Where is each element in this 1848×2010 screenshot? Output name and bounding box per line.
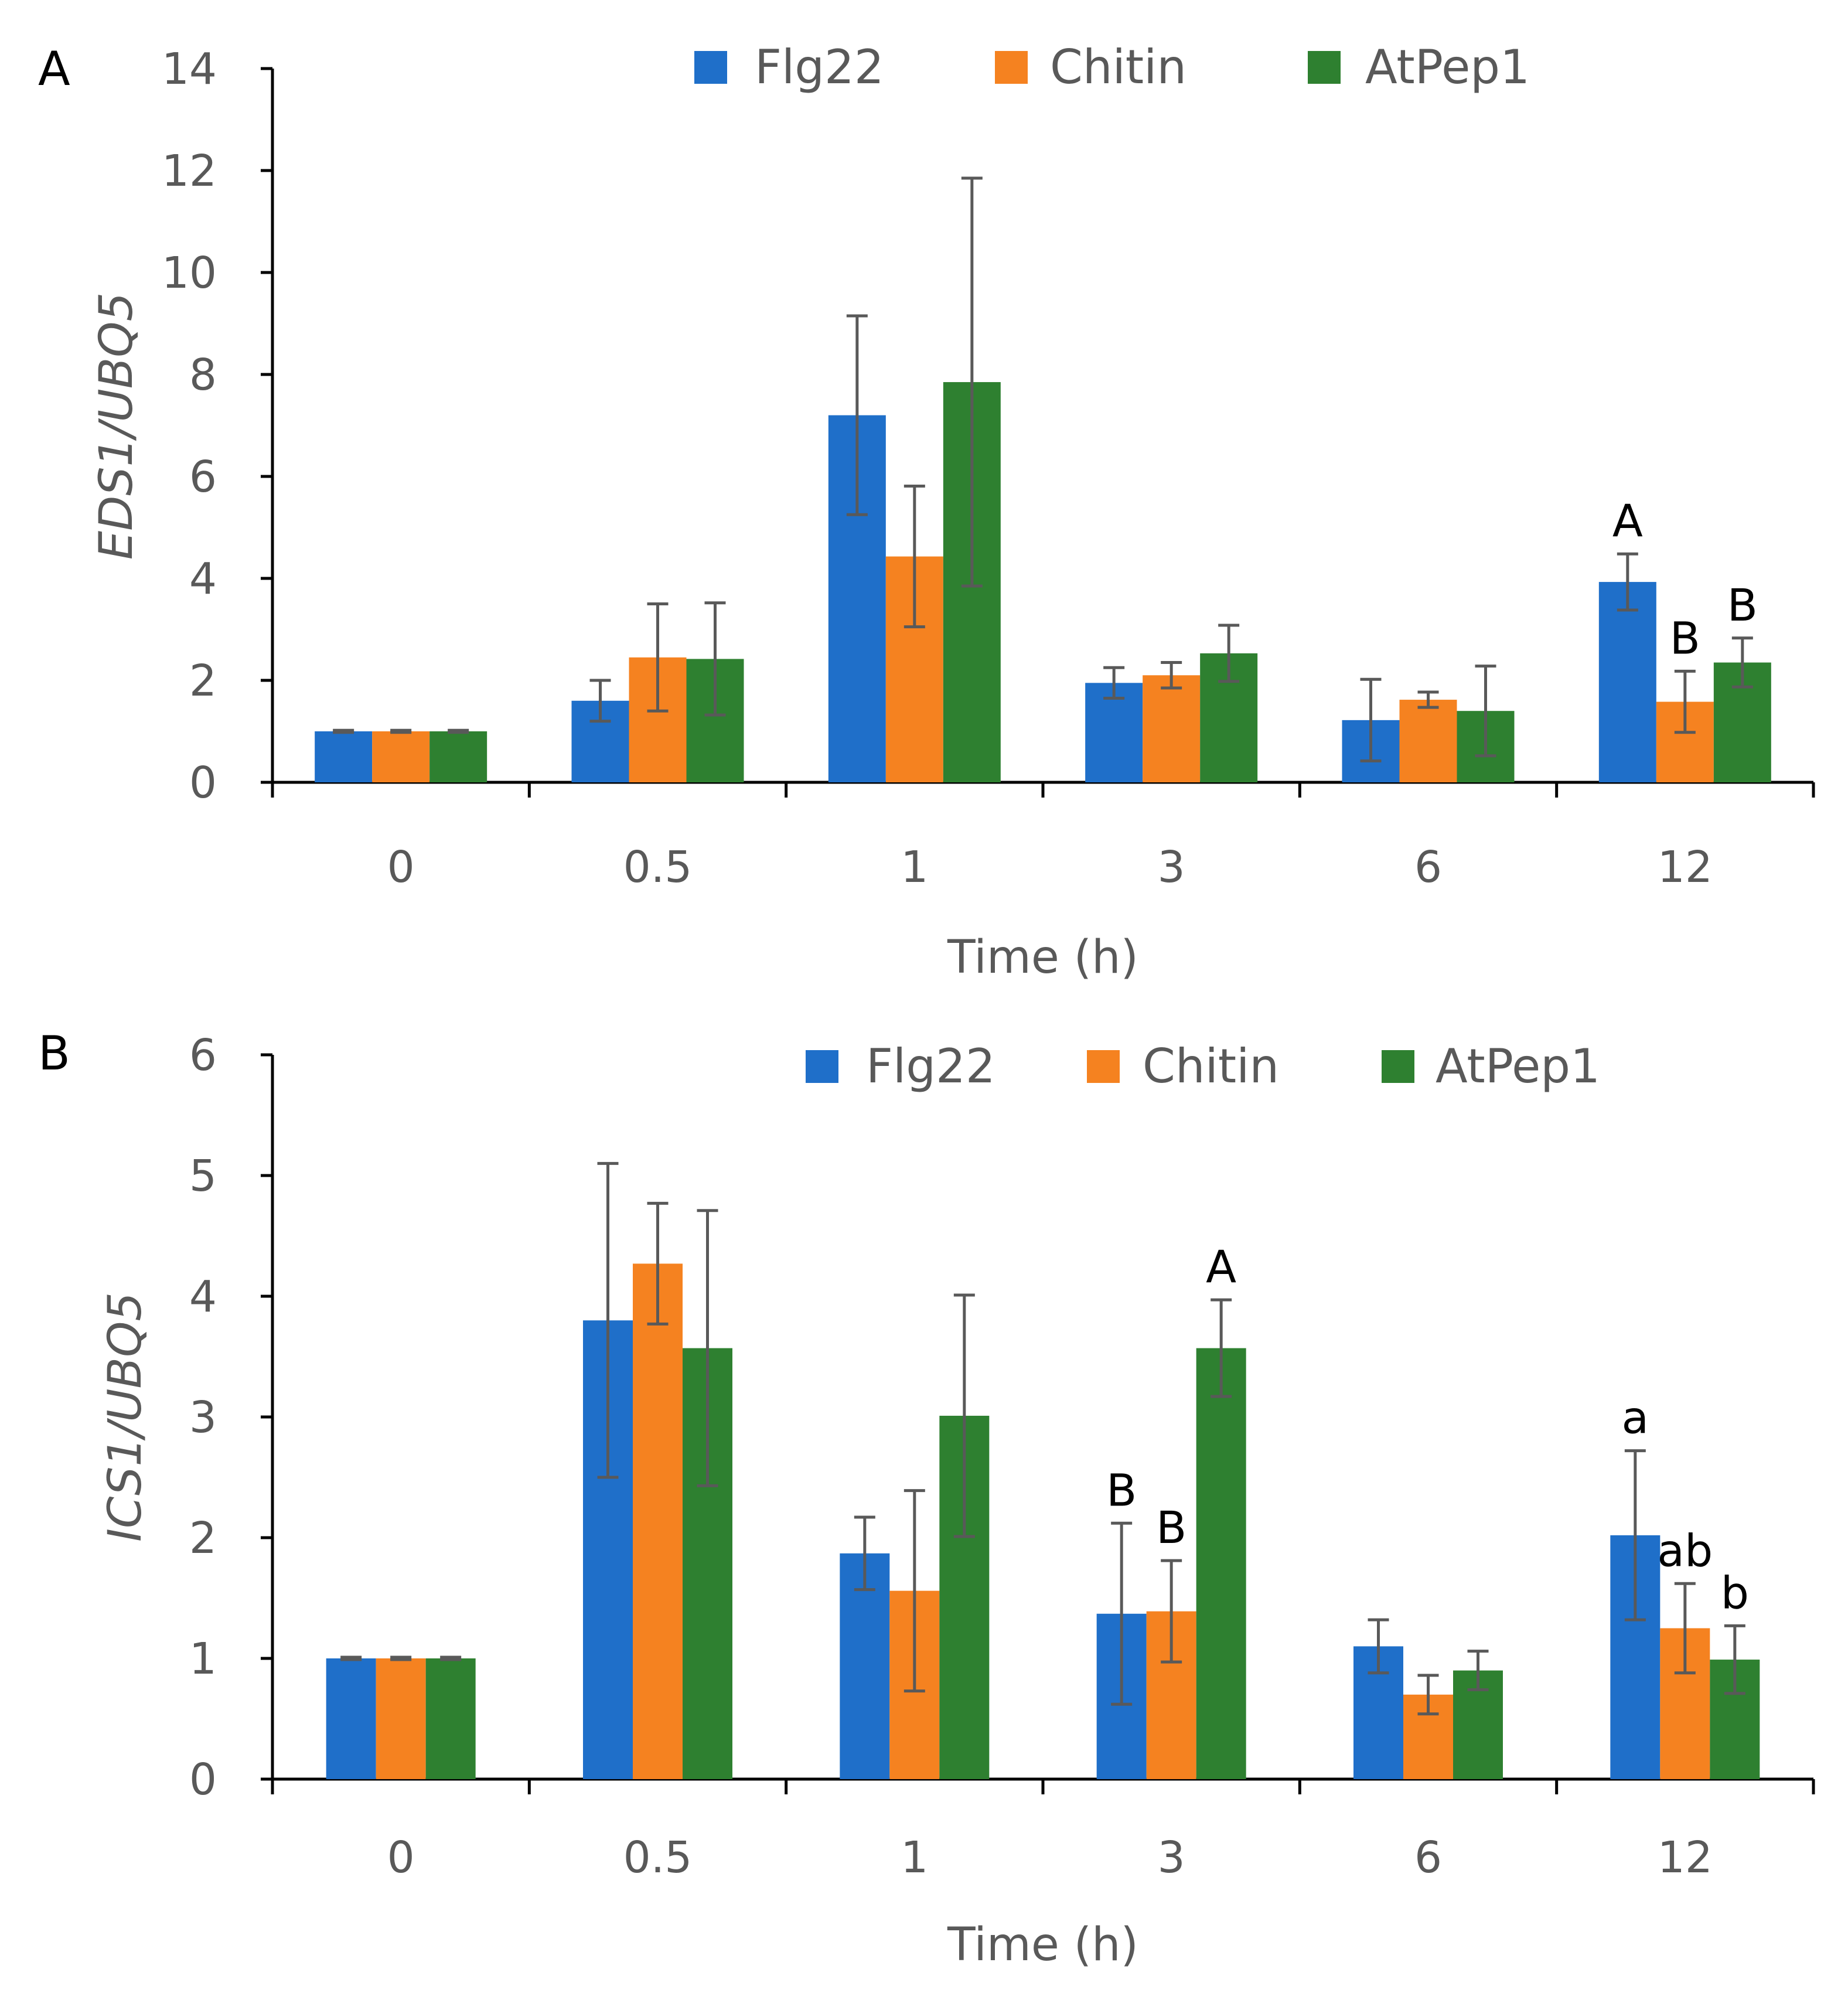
x-tick-label: 0 <box>387 1832 415 1883</box>
legend-swatch-atpep1 <box>1308 51 1341 84</box>
legend-label: Chitin <box>1050 40 1186 94</box>
significance-label: ab <box>1657 1524 1713 1576</box>
y-axis-title: ICS1/UBQ5 <box>99 1292 152 1542</box>
legend-label: Flg22 <box>755 40 884 94</box>
significance-label: B <box>1156 1501 1186 1554</box>
bar-atpep1 <box>425 1658 476 1779</box>
x-tick-label: 1 <box>901 1832 928 1883</box>
x-tick-label: 0.5 <box>623 1832 693 1883</box>
y-tick-label: 0 <box>189 1755 217 1805</box>
y-tick-label: 6 <box>189 1030 217 1081</box>
significance-label: A <box>1206 1241 1236 1293</box>
significance-label: B <box>1727 579 1758 631</box>
legend-swatch-chitin <box>1087 1050 1120 1083</box>
bar-chitin <box>1143 675 1201 782</box>
y-tick-label: 12 <box>162 146 217 196</box>
bar-chitin <box>372 731 430 782</box>
significance-label: b <box>1721 1566 1749 1619</box>
x-axis-title: Time (h) <box>947 1919 1138 1971</box>
significance-label: A <box>1612 495 1643 547</box>
legend-swatch-atpep1 <box>1382 1050 1414 1083</box>
legend-swatch-flg22 <box>694 51 727 84</box>
bar-flg22 <box>326 1658 376 1779</box>
legend-label: AtPep1 <box>1436 1039 1600 1093</box>
y-tick-label: 14 <box>162 44 217 94</box>
x-tick-label: 6 <box>1414 842 1442 892</box>
legend-swatch-chitin <box>995 51 1028 84</box>
y-tick-label: 4 <box>189 554 217 604</box>
x-tick-label: 12 <box>1658 1832 1713 1883</box>
legend-label: Chitin <box>1143 1039 1279 1093</box>
y-axis-title: EDS1/UBQ5 <box>90 292 143 560</box>
x-axis-title: Time (h) <box>947 931 1138 984</box>
panel-letter: B <box>38 1026 70 1081</box>
bar-chitin <box>376 1658 426 1779</box>
bar-chitin <box>633 1263 683 1779</box>
bar-atpep1 <box>429 731 487 782</box>
y-tick-label: 8 <box>189 350 217 400</box>
bar-flg22 <box>1598 582 1656 782</box>
bar-atpep1 <box>1196 1348 1246 1779</box>
legend-label: Flg22 <box>866 1039 995 1093</box>
bar-flg22 <box>315 731 373 782</box>
x-tick-label: 3 <box>1158 1832 1185 1883</box>
significance-label: B <box>1670 612 1700 664</box>
y-tick-label: 10 <box>162 248 217 298</box>
y-tick-label: 1 <box>189 1634 217 1684</box>
legend-label: AtPep1 <box>1365 40 1530 94</box>
x-tick-label: 1 <box>901 842 928 892</box>
chart-panel-a: A 0 2 4 6 8 10 12 14 0 0.5 1 3 6 12 Time (h) EDS1/UBQ5 A B… <box>38 40 1815 984</box>
x-tick-label: 0.5 <box>623 842 693 892</box>
x-tick-label: 6 <box>1414 1832 1442 1883</box>
significance-label: a <box>1622 1392 1649 1444</box>
y-tick-label: 4 <box>189 1272 217 1322</box>
y-tick-label: 6 <box>189 452 217 502</box>
bar-chitin <box>1399 700 1457 782</box>
y-tick-label: 3 <box>189 1392 217 1443</box>
x-tick-label: 3 <box>1158 842 1185 892</box>
x-tick-label: 12 <box>1658 842 1713 892</box>
y-tick-label: 0 <box>189 758 217 808</box>
y-tick-label: 2 <box>189 656 217 706</box>
y-tick-label: 2 <box>189 1513 217 1563</box>
y-tick-label: 5 <box>189 1151 217 1201</box>
panel-letter: A <box>38 42 70 96</box>
legend-swatch-flg22 <box>806 1050 838 1083</box>
x-tick-label: 0 <box>387 842 415 892</box>
significance-label: B <box>1106 1464 1137 1516</box>
